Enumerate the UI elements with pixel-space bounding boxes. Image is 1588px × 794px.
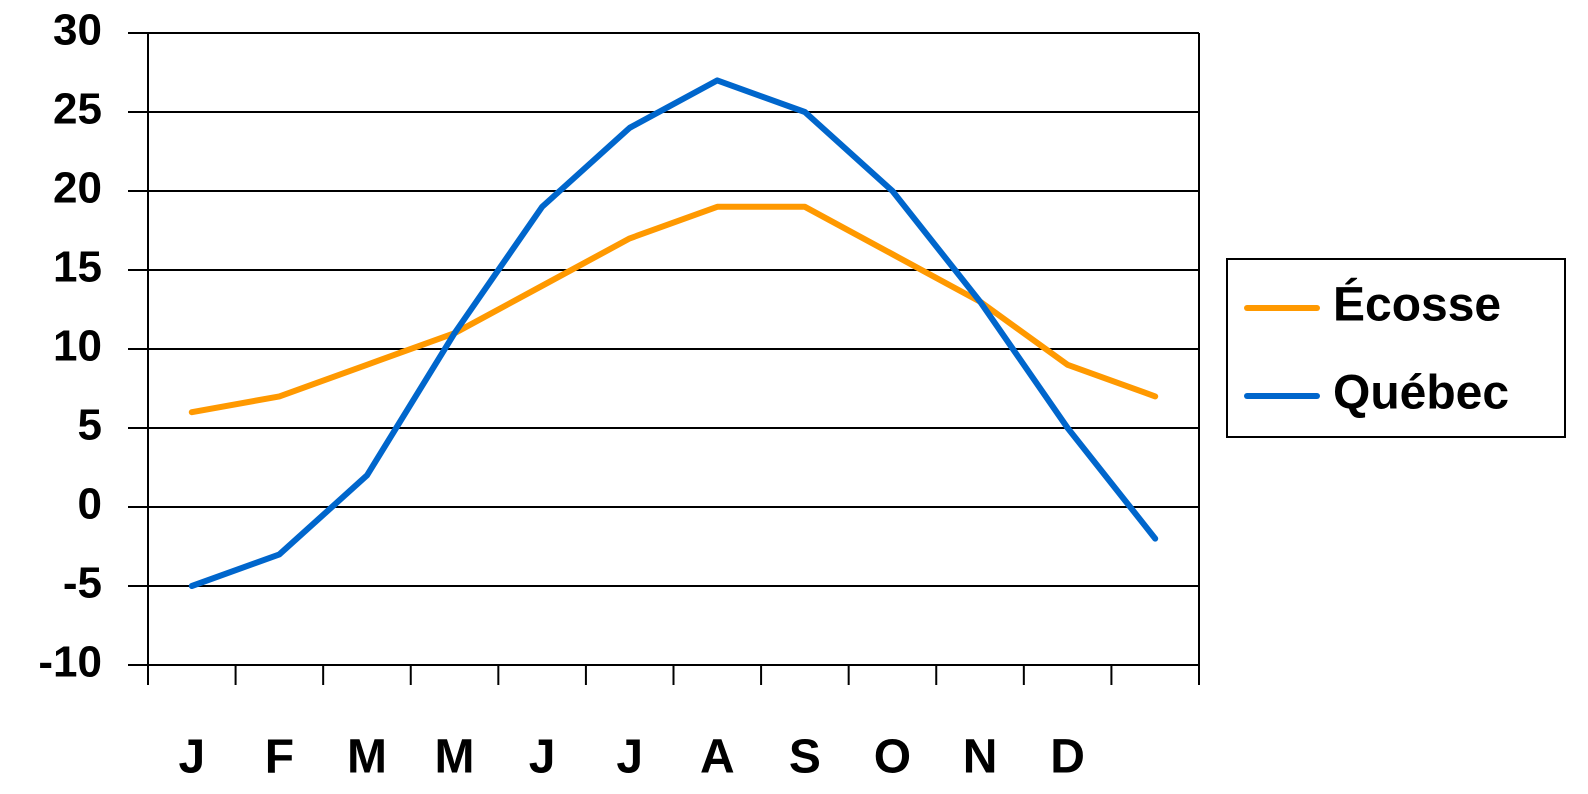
y-tick-label: 20	[53, 164, 102, 213]
y-tick-label: 5	[78, 401, 102, 450]
x-tick-label: J	[178, 731, 205, 784]
x-tick-label: S	[789, 731, 821, 784]
line-series	[188, 203, 1159, 416]
y-tick-label: 25	[53, 85, 102, 134]
y-tick-label: -10	[38, 638, 102, 687]
line-series	[188, 77, 1159, 589]
x-tick-label: N	[963, 731, 998, 784]
y-tick-label: -5	[63, 559, 102, 608]
x-tick-label: J	[529, 731, 556, 784]
legend-box	[1226, 258, 1566, 438]
legend-label: Québec	[1333, 367, 1509, 420]
x-tick-label: F	[265, 731, 294, 784]
x-tick-label: A	[700, 731, 735, 784]
y-tick-label: 10	[53, 322, 102, 371]
y-tick-label: 0	[78, 480, 102, 529]
legend-label: Écosse	[1333, 278, 1501, 332]
x-tick-label: J	[616, 731, 643, 784]
y-tick-label: 15	[53, 243, 102, 292]
y-tick-label: 30	[53, 6, 102, 55]
x-tick-label: M	[435, 731, 475, 784]
x-tick-label: D	[1050, 731, 1085, 784]
x-tick-label: O	[874, 731, 911, 784]
x-tick-label: M	[347, 731, 387, 784]
